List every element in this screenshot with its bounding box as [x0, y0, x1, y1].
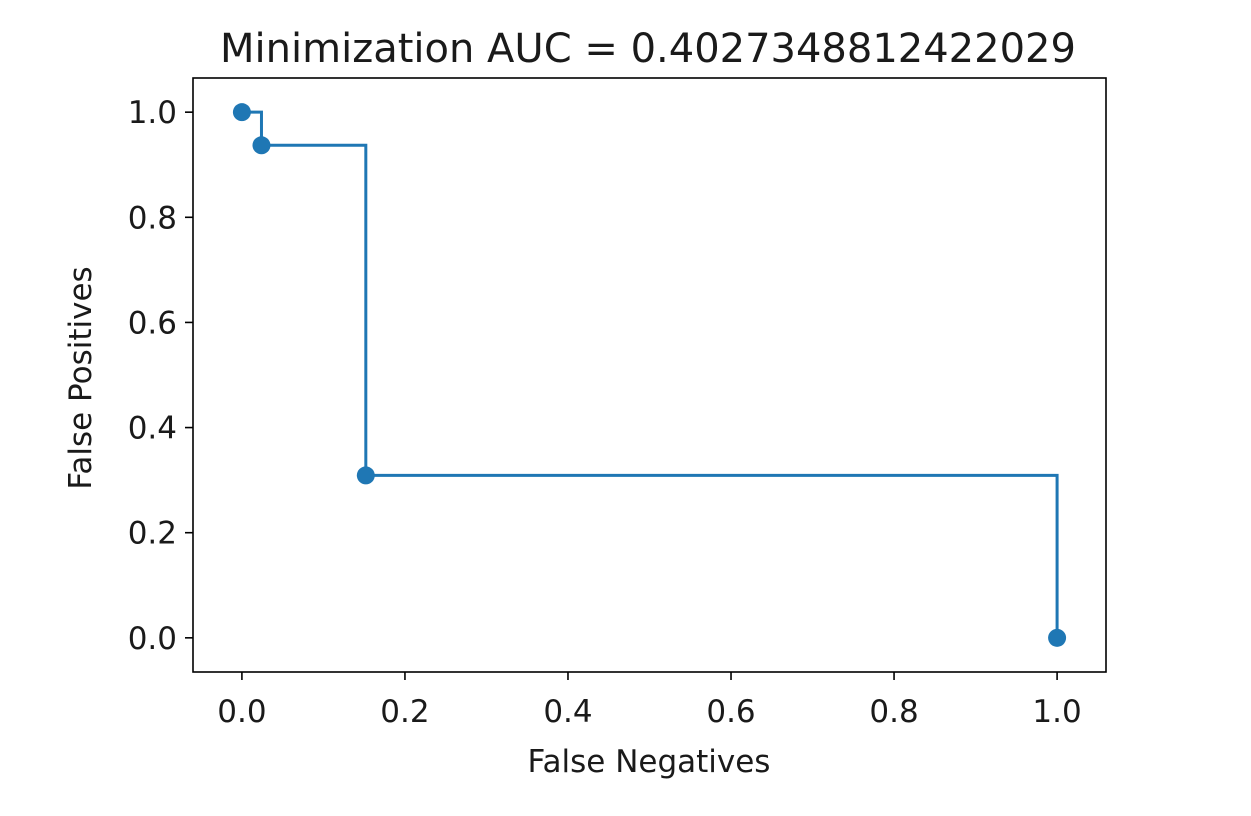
chart-title: Minimization AUC = 0.4027348812422029 — [220, 26, 1076, 72]
data-point — [1048, 628, 1067, 647]
x-tick-label: 0.6 — [706, 694, 755, 730]
series-layer — [232, 103, 1067, 647]
plot-area: 0.0 0.2 0.4 0.6 0.8 1.0 0.0 0.2 0.4 0.6 0.8 1.0 — [128, 77, 1107, 730]
x-tick-label: 0.0 — [217, 694, 266, 730]
y-tick-label: 0.0 — [128, 621, 177, 657]
y-axis-label: False Positives — [63, 266, 99, 489]
y-tick-label: 0.8 — [128, 200, 177, 236]
y-tick-label: 0.2 — [128, 516, 177, 552]
x-tick-label: 0.8 — [869, 694, 918, 730]
x-axis-ticks: 0.0 0.2 0.4 0.6 0.8 1.0 — [217, 672, 1082, 730]
y-tick-label: 0.6 — [128, 305, 177, 341]
data-point — [252, 136, 271, 155]
x-tick-label: 0.2 — [380, 694, 429, 730]
y-tick-label: 0.4 — [128, 411, 177, 447]
x-tick-label: 0.4 — [543, 694, 592, 730]
plot-frame — [192, 77, 1107, 673]
x-tick-label: 1.0 — [1032, 694, 1081, 730]
data-point — [232, 103, 251, 122]
data-point — [356, 466, 375, 485]
y-axis-ticks: 0.0 0.2 0.4 0.6 0.8 1.0 — [128, 95, 193, 657]
series-line — [241, 110, 1059, 638]
x-axis-label: False Negatives — [528, 744, 771, 780]
y-tick-label: 1.0 — [128, 95, 177, 131]
